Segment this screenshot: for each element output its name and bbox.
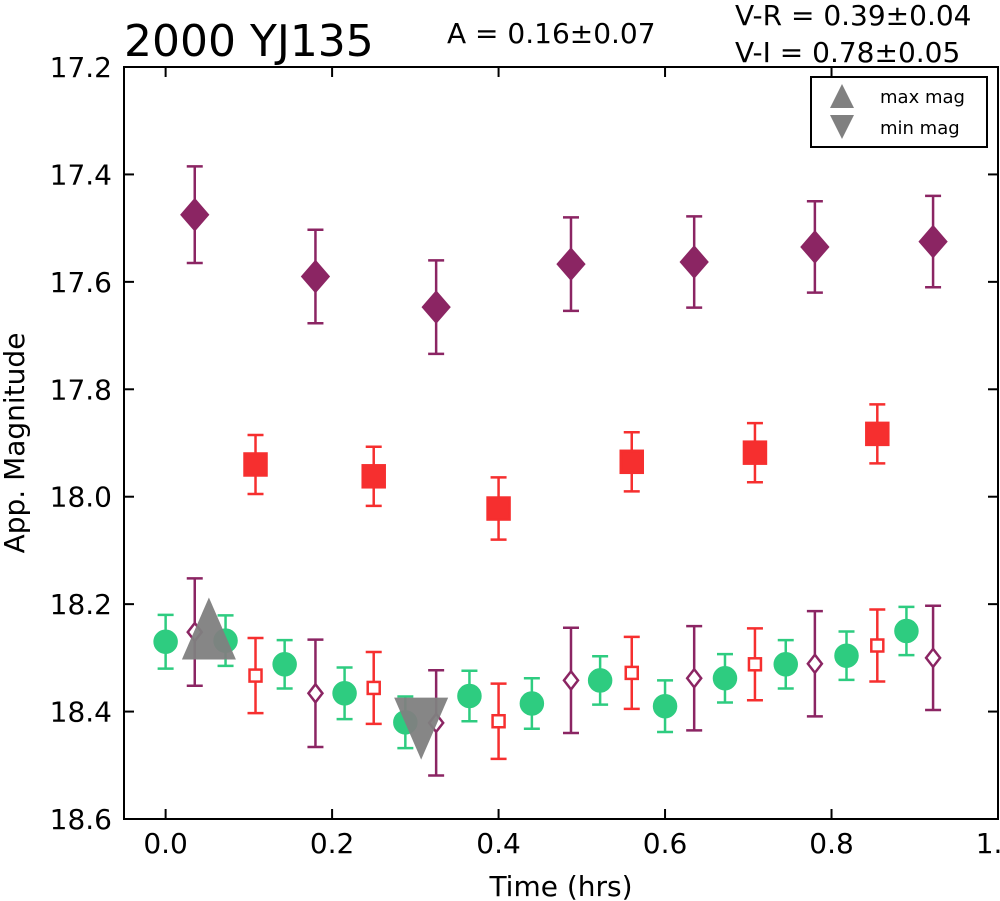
x-axis-label: Time (hrs) xyxy=(488,870,632,901)
data-point-circle xyxy=(652,693,678,719)
data-point-diamond xyxy=(679,245,709,279)
data-point-circle xyxy=(587,668,613,693)
y-tick-label: 17.2 xyxy=(50,51,112,84)
data-point-circle xyxy=(712,666,738,691)
data-point-diamond xyxy=(562,669,580,692)
data-point-square xyxy=(619,449,645,475)
x-tick-label: 0.6 xyxy=(643,827,688,860)
data-point-diamond xyxy=(300,259,331,294)
series-4 xyxy=(186,577,942,777)
data-point-diamond xyxy=(918,224,948,259)
x-tick-label: 0.4 xyxy=(476,827,521,860)
data-point-square xyxy=(742,440,768,465)
axis-ticks: 0.0 0.2 0.4 0.6 0.8 1.0 17.2 17.4 17.6 17.8 18.0 18… xyxy=(50,51,1000,860)
data-point-triangle-up xyxy=(181,597,236,660)
data-point-diamond xyxy=(800,230,830,264)
y-tick-label: 18.0 xyxy=(50,481,112,514)
data-point-circle xyxy=(519,691,545,716)
data-point-diamond xyxy=(556,247,586,282)
x-tick-label: 0.0 xyxy=(143,827,188,860)
y-tick-label: 18.2 xyxy=(50,588,112,621)
series-5 xyxy=(181,597,236,660)
legend: max mag min mag xyxy=(810,76,988,148)
data-point-triangle-down xyxy=(394,697,449,760)
series-3 xyxy=(247,608,886,761)
amplitude-annotation: A = 0.16±0.07 xyxy=(447,17,656,50)
data-point-square xyxy=(243,452,268,477)
data-point-diamond xyxy=(421,290,451,325)
vr-annotation: V-R = 0.39±0.04 xyxy=(735,0,971,32)
data-point-square xyxy=(747,657,763,672)
data-point-square xyxy=(361,464,386,489)
y-axis-label: App. Magnitude xyxy=(0,333,31,554)
legend-max-mag-label: max mag xyxy=(880,87,965,108)
data-point-diamond xyxy=(806,652,824,675)
data-point-circle xyxy=(894,618,919,644)
legend-min-mag-label: min mag xyxy=(880,118,960,139)
series-6 xyxy=(394,697,449,760)
legend-min-mag-marker xyxy=(830,115,854,139)
data-point-square xyxy=(865,421,890,447)
x-tick-label: 1.0 xyxy=(976,827,1000,860)
data-point-diamond xyxy=(180,197,210,232)
data-marks xyxy=(153,165,948,777)
data-point-square xyxy=(491,713,506,729)
x-tick-label: 0.2 xyxy=(310,827,355,860)
data-point-square xyxy=(366,680,381,696)
data-point-square xyxy=(624,665,640,681)
x-tick-label: 0.8 xyxy=(809,827,854,860)
chart-title: 2000 YJ135 xyxy=(124,16,374,67)
data-point-square xyxy=(486,496,511,521)
data-point-circle xyxy=(773,652,798,677)
data-point-circle xyxy=(272,652,297,677)
series-0 xyxy=(180,165,948,356)
data-point-square xyxy=(870,638,885,653)
data-point-circle xyxy=(153,629,178,654)
series-1 xyxy=(243,403,890,541)
data-point-circle xyxy=(332,681,357,706)
y-tick-label: 18.6 xyxy=(50,803,112,836)
series-2 xyxy=(153,605,919,750)
legend-max-mag-marker xyxy=(830,84,854,108)
y-tick-label: 18.4 xyxy=(50,696,112,729)
vi-annotation: V-I = 0.78±0.05 xyxy=(735,36,960,69)
data-point-circle xyxy=(834,643,859,668)
data-point-square xyxy=(248,668,263,683)
y-tick-label: 17.6 xyxy=(50,266,112,299)
data-point-diamond xyxy=(685,667,703,690)
data-point-circle xyxy=(457,683,482,709)
plot-frame xyxy=(123,66,999,820)
y-tick-label: 17.4 xyxy=(50,158,112,191)
data-point-diamond xyxy=(306,682,325,705)
data-point-diamond xyxy=(924,646,942,669)
y-tick-label: 17.8 xyxy=(50,373,112,406)
